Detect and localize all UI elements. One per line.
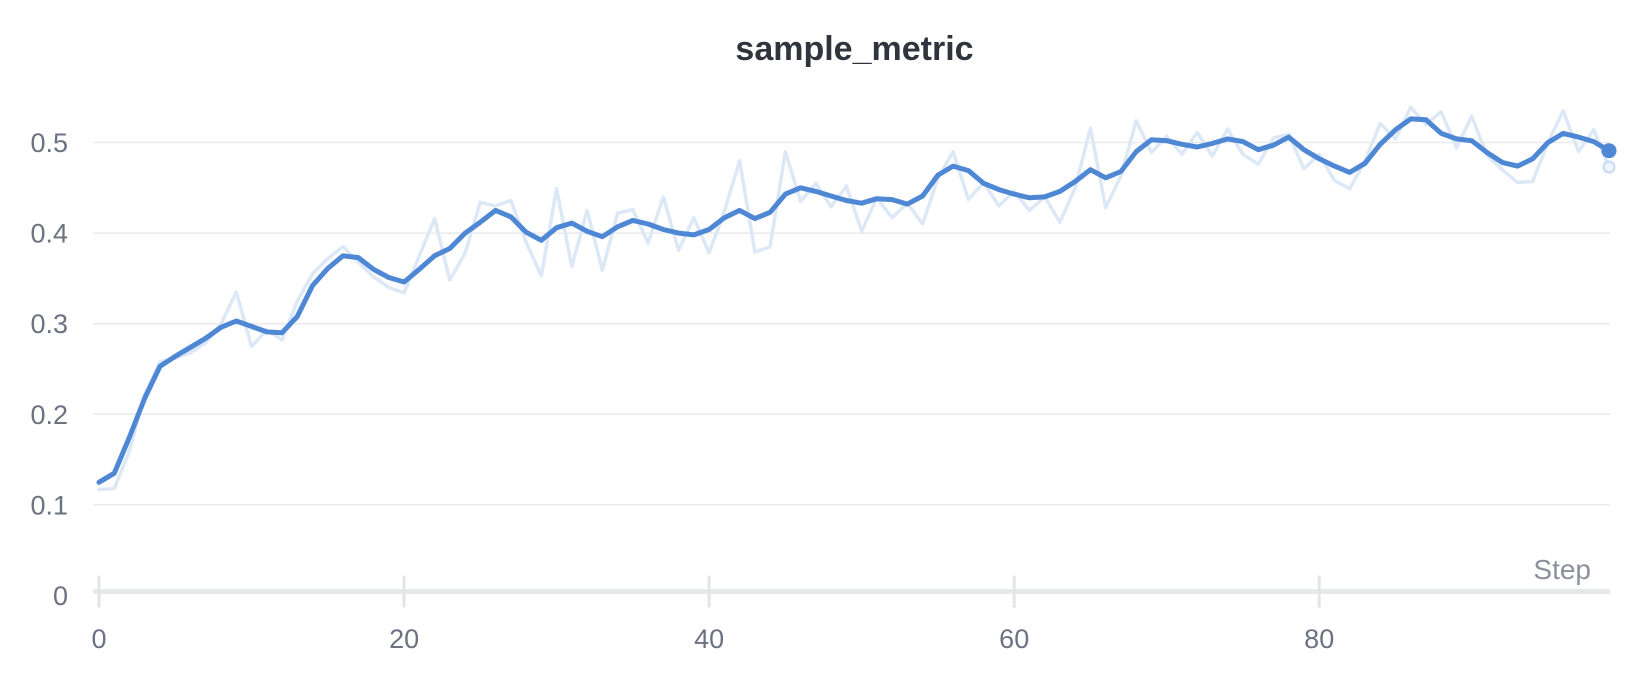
gridlines — [93, 141, 1610, 506]
original-line — [97, 105, 1611, 492]
x-tick-label: 60 — [999, 624, 1029, 654]
smoothed-line — [96, 116, 1612, 485]
y-tick-label: 0.5 — [30, 128, 68, 158]
x-axis-bar — [93, 589, 1610, 594]
y-tick-labels: 0 0.1 0.2 0.3 0.4 0.5 — [30, 128, 68, 611]
series-original — [97, 105, 1611, 492]
y-tick-label: 0.4 — [30, 219, 68, 249]
y-tick-label: 0.1 — [30, 490, 68, 520]
y-tick-label: 0.2 — [30, 400, 68, 430]
chart-title: sample_metric — [735, 30, 974, 68]
x-tick-label: 20 — [389, 624, 419, 654]
end-markers — [1601, 143, 1617, 174]
x-tick-label: 80 — [1304, 624, 1334, 654]
original-end-ring — [1602, 160, 1616, 174]
y-tick-label: 0 — [53, 581, 68, 611]
x-axis-label: Step — [1533, 554, 1591, 585]
x-tick-labels: 0 20 40 60 80 — [91, 624, 1334, 654]
x-tick-label: 0 — [91, 624, 106, 654]
x-axis — [93, 575, 1610, 608]
series-smoothed — [96, 116, 1612, 485]
smoothed-end-dot — [1601, 143, 1617, 159]
y-tick-label: 0.3 — [30, 309, 68, 339]
x-tick-label: 40 — [694, 624, 724, 654]
